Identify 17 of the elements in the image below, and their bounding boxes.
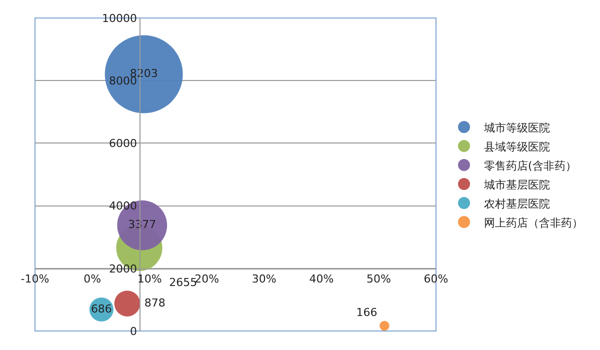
- legend-label: 城市等级医院: [483, 121, 550, 134]
- x-tick-label: 30%: [252, 272, 276, 286]
- legend-label: 城市基层医院: [483, 178, 550, 192]
- x-tick-label: 10%: [137, 272, 162, 286]
- legend-label: 农村基层医院: [484, 197, 550, 210]
- x-tick-label: 0%: [84, 272, 102, 286]
- data-label: 878: [144, 296, 166, 310]
- legend-label: 网上药店（含非药）: [484, 216, 584, 230]
- data-label: 686: [90, 302, 112, 316]
- x-tick-label: 40%: [309, 272, 334, 286]
- legend-label: 县域等级医院: [484, 140, 550, 154]
- data-label: 2655: [169, 276, 198, 289]
- x-tick-label: 50%: [366, 272, 391, 286]
- y-tick-label: 2000: [109, 262, 138, 276]
- y-tick-label: 6000: [109, 137, 138, 150]
- data-label: 166: [356, 306, 378, 319]
- legend-label: 零售药店(含非药）: [484, 159, 576, 172]
